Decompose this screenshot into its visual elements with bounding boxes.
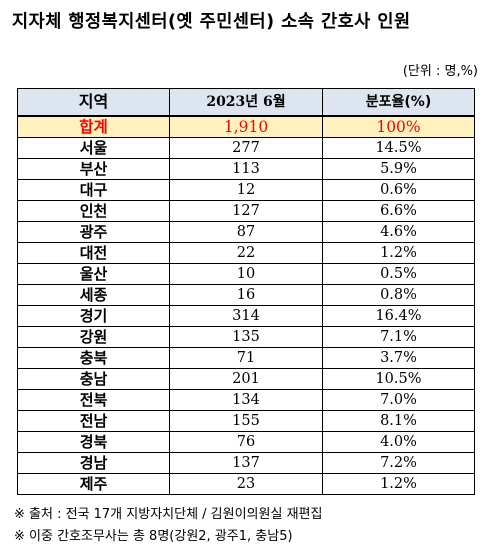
row-count: 23: [169, 473, 323, 495]
table-row: 전남 155 8.1%: [17, 410, 475, 432]
row-count: 76: [169, 431, 323, 453]
table-row: 경남 137 7.2%: [17, 452, 475, 474]
row-count: 10: [169, 263, 323, 285]
row-region: 대구: [17, 179, 170, 201]
row-region: 대전: [17, 242, 170, 264]
row-share: 1.2%: [322, 473, 475, 495]
row-share: 4.0%: [322, 431, 475, 453]
header-share: 분포율(%): [322, 88, 475, 117]
row-count: 314: [169, 305, 323, 327]
row-region: 강원: [17, 326, 170, 348]
row-share: 0.6%: [322, 179, 475, 201]
document-title: 지자체 행정복지센터(옛 주민센터) 소속 간호사 인원: [12, 12, 411, 32]
row-count: 71: [169, 347, 323, 369]
total-share: 100%: [322, 115, 475, 138]
table-row: 경북 76 4.0%: [17, 431, 475, 453]
row-share: 4.6%: [322, 221, 475, 243]
row-count: 16: [169, 284, 323, 306]
table-row: 광주 87 4.6%: [17, 221, 475, 243]
row-region: 광주: [17, 221, 170, 243]
row-share: 7.0%: [322, 389, 475, 411]
table-row: 대전 22 1.2%: [17, 242, 475, 264]
source-note: ※ 출처 : 전국 17개 지방자치단체 / 김원이의원실 재편집: [14, 507, 323, 522]
row-share: 10.5%: [322, 368, 475, 390]
row-count: 12: [169, 179, 323, 201]
row-region: 경남: [17, 452, 170, 474]
row-share: 14.5%: [322, 137, 475, 159]
total-row: 합계 1,910 100%: [17, 115, 475, 138]
row-share: 8.1%: [322, 410, 475, 432]
row-region: 전북: [17, 389, 170, 411]
row-share: 5.9%: [322, 158, 475, 180]
total-count: 1,910: [169, 115, 323, 138]
row-share: 6.6%: [322, 200, 475, 222]
table-row: 인천 127 6.6%: [17, 200, 475, 222]
table-row: 제주 23 1.2%: [17, 473, 475, 495]
row-region: 서울: [17, 137, 170, 159]
row-region: 충북: [17, 347, 170, 369]
table-row: 충북 71 3.7%: [17, 347, 475, 369]
row-count: 277: [169, 137, 323, 159]
row-share: 16.4%: [322, 305, 475, 327]
table-row: 충남 201 10.5%: [17, 368, 475, 390]
table-row: 서울 277 14.5%: [17, 137, 475, 159]
unit-label: (단위 : 명,%): [402, 64, 478, 79]
header-region: 지역: [17, 88, 170, 117]
row-count: 22: [169, 242, 323, 264]
table-row: 부산 113 5.9%: [17, 158, 475, 180]
row-share: 1.2%: [322, 242, 475, 264]
row-share: 0.8%: [322, 284, 475, 306]
table-row: 전북 134 7.0%: [17, 389, 475, 411]
row-region: 세종: [17, 284, 170, 306]
table-row: 세종 16 0.8%: [17, 284, 475, 306]
row-region: 울산: [17, 263, 170, 285]
row-count: 127: [169, 200, 323, 222]
row-region: 충남: [17, 368, 170, 390]
table-row: 강원 135 7.1%: [17, 326, 475, 348]
table-row: 울산 10 0.5%: [17, 263, 475, 285]
row-count: 87: [169, 221, 323, 243]
table-row: 대구 12 0.6%: [17, 179, 475, 201]
header-period: 2023년 6월: [169, 88, 323, 117]
row-region: 전남: [17, 410, 170, 432]
row-share: 7.2%: [322, 452, 475, 474]
nurse-count-table: 지역 2023년 6월 분포율(%) 합계 1,910 100% 서울 277 14…: [17, 88, 475, 495]
row-region: 경북: [17, 431, 170, 453]
row-count: 135: [169, 326, 323, 348]
row-region: 부산: [17, 158, 170, 180]
table-row: 경기 314 16.4%: [17, 305, 475, 327]
row-region: 제주: [17, 473, 170, 495]
row-count: 113: [169, 158, 323, 180]
table-header-row: 지역 2023년 6월 분포율(%): [17, 88, 475, 117]
row-share: 7.1%: [322, 326, 475, 348]
row-share: 0.5%: [322, 263, 475, 285]
row-count: 201: [169, 368, 323, 390]
row-region: 인천: [17, 200, 170, 222]
row-count: 134: [169, 389, 323, 411]
total-region: 합계: [17, 115, 170, 138]
row-count: 137: [169, 452, 323, 474]
assistant-note: ※ 이중 간호조무사는 총 8명(강원2, 광주1, 충남5): [14, 529, 293, 544]
row-share: 3.7%: [322, 347, 475, 369]
row-region: 경기: [17, 305, 170, 327]
row-count: 155: [169, 410, 323, 432]
